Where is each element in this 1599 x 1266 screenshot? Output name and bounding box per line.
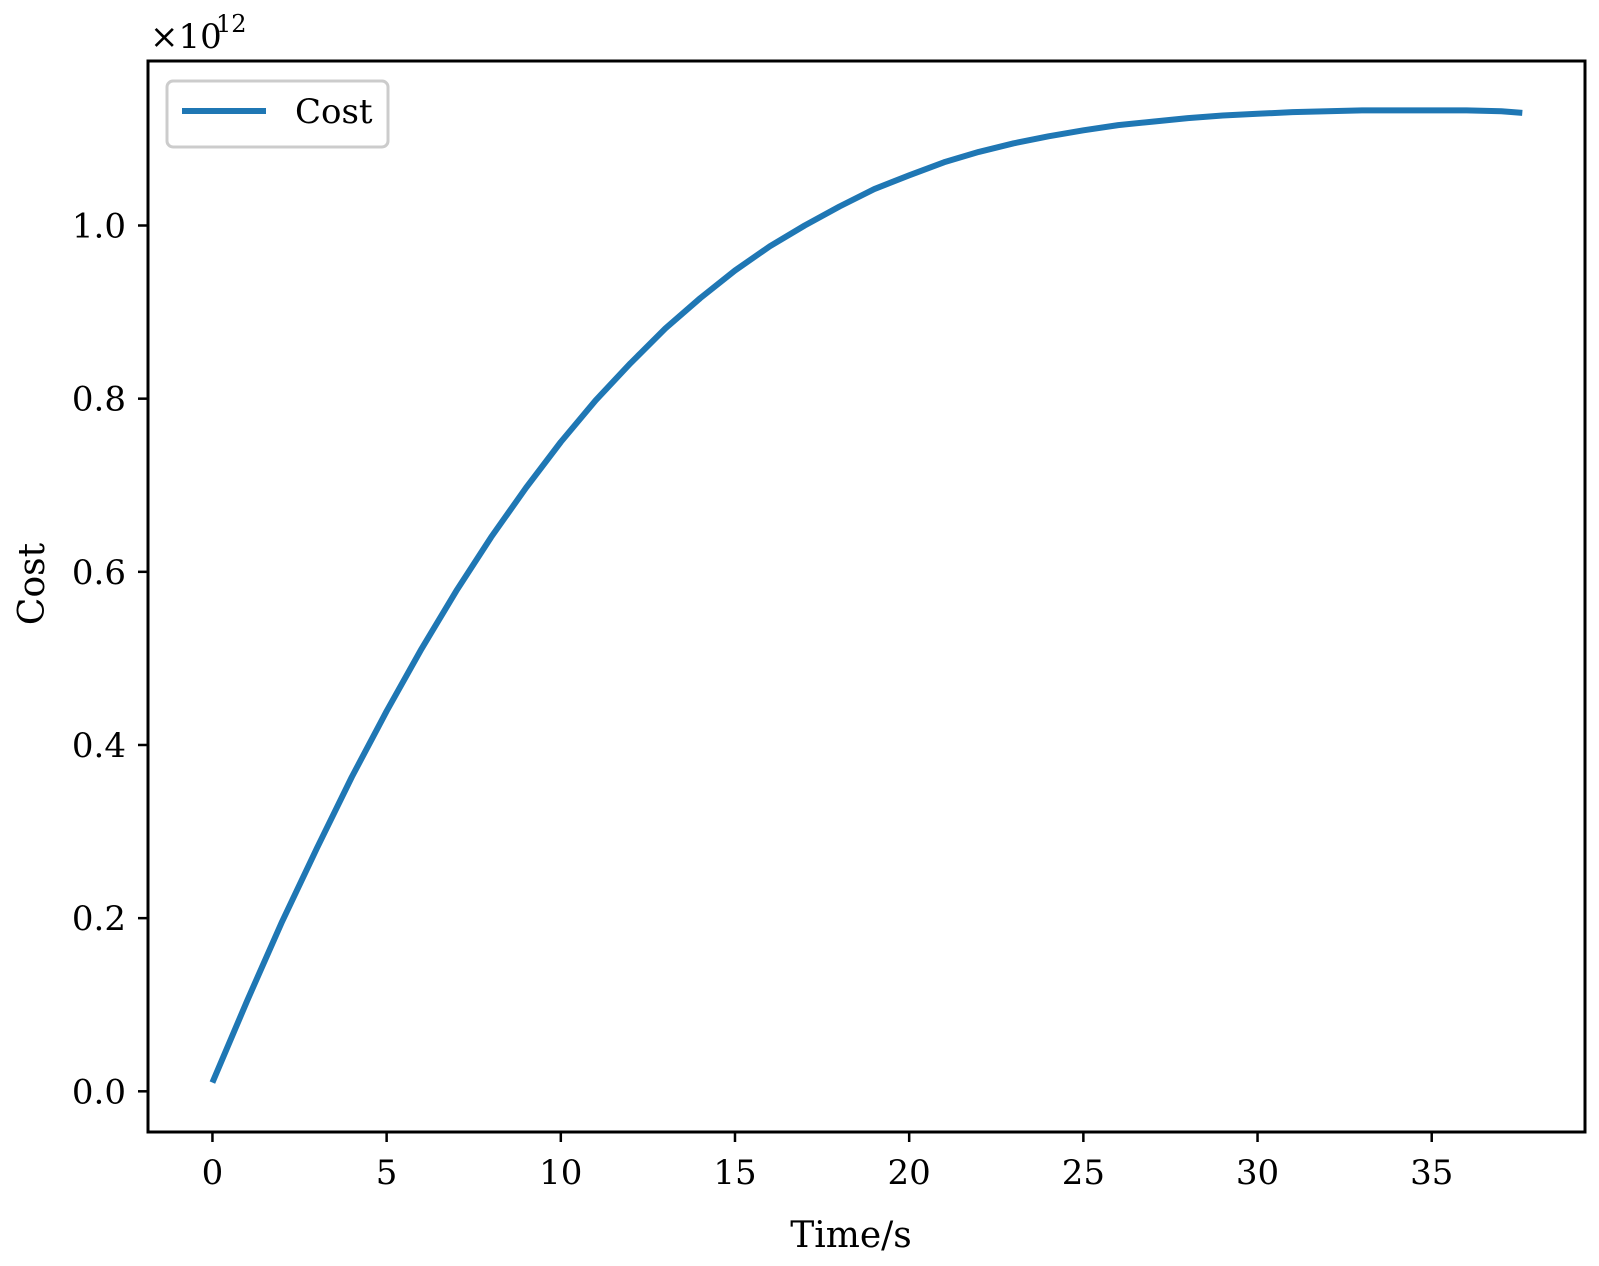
- legend: Cost: [165, 79, 390, 149]
- series-line-cost: [209, 107, 1523, 1084]
- x-tick-label: 20: [888, 1153, 931, 1193]
- x-axis-ticks: 0 5 10 15 20 25 30 35: [202, 1132, 1453, 1193]
- y-axis-multiplier-base: ×10: [150, 17, 222, 57]
- y-axis-label: Cost: [12, 542, 53, 625]
- x-tick-label: 5: [376, 1153, 398, 1193]
- x-tick-label: 35: [1410, 1153, 1453, 1193]
- legend-box: [165, 79, 390, 149]
- plot-area-frame: [146, 59, 1587, 1134]
- y-tick-label: 0.2: [72, 899, 126, 939]
- y-axis-ticks: 0.0 0.2 0.4 0.6 0.8 1.0: [72, 207, 148, 1112]
- y-tick-label: 0.8: [72, 380, 126, 420]
- y-tick-label: 0.6: [72, 553, 126, 593]
- y-tick-label: 0.4: [72, 726, 126, 766]
- x-tick-label: 10: [539, 1153, 582, 1193]
- x-axis-label: Time/s: [790, 1215, 912, 1256]
- y-tick-label: 0.0: [72, 1072, 126, 1112]
- x-tick-label: 30: [1236, 1153, 1279, 1193]
- x-tick-label: 0: [202, 1153, 224, 1193]
- x-tick-label: 25: [1062, 1153, 1105, 1193]
- x-tick-label: 15: [713, 1153, 756, 1193]
- y-axis-multiplier-exponent: 12: [216, 10, 247, 38]
- y-tick-label: 1.0: [72, 207, 126, 247]
- legend-label-cost: Cost: [295, 92, 373, 132]
